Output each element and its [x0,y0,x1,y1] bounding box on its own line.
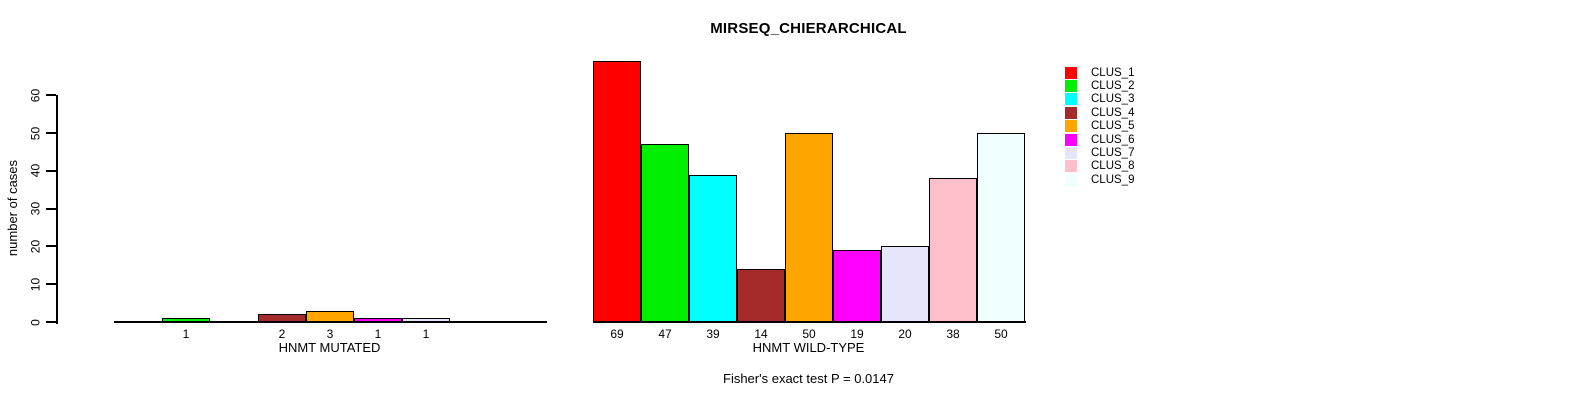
y-tick-label: 0 [28,318,43,326]
legend-label: CLUS_7 [1091,147,1135,160]
bar-value-label: 69 [610,327,624,341]
legend-color-swatch [1065,160,1077,173]
y-tick-label: 60 [28,88,43,102]
chart-title: MIRSEQ_CHIERARCHICAL [710,20,907,37]
fisher-test-note: Fisher's exact test P = 0.0147 [723,371,894,386]
bar-right-CLUS_8 [929,178,977,322]
bar-value-label: 20 [898,327,912,341]
legend-item-CLUS_3: CLUS_3 [1065,93,1134,106]
bar-value-label: 14 [754,327,768,341]
bar-left-CLUS_6 [354,318,402,322]
bar-value-label: 50 [994,327,1008,341]
y-tick-mark [46,321,56,323]
legend-color-swatch [1065,133,1077,146]
y-tick-mark [46,283,56,286]
left-panel-x-axis-title: HNMT MUTATED [278,340,381,355]
legend-color-swatch [1065,120,1077,133]
legend-item-CLUS_7: CLUS_7 [1065,146,1135,160]
legend-label: CLUS_8 [1091,160,1135,173]
y-tick-label: 40 [28,164,43,178]
y-tick-mark [46,94,56,97]
y-tick-label: 20 [28,239,43,254]
legend-item-CLUS_4: CLUS_4 [1065,106,1134,119]
bar-right-CLUS_7 [881,246,929,322]
bar-left-CLUS_2 [162,318,210,322]
legend-item-CLUS_5: CLUS_5 [1065,120,1134,133]
legend-color-swatch [1065,173,1077,186]
left-panel-baseline [114,321,547,323]
bar-left-CLUS_5 [306,311,354,322]
bar-right-CLUS_5 [785,133,833,322]
legend-label: CLUS_5 [1091,120,1135,133]
bar-value-label: 2 [278,327,286,341]
legend-label: CLUS_2 [1091,80,1135,93]
right-panel-x-axis-title: HNMT WILD-TYPE [752,340,865,355]
bar-left-CLUS_7 [402,318,450,322]
legend-color-swatch [1065,80,1077,93]
bar-left-CLUS_4 [258,314,306,322]
right-panel-baseline [593,321,1026,323]
bar-right-CLUS_9 [977,133,1025,322]
bar-right-CLUS_3 [689,175,737,322]
legend-color-swatch [1065,93,1077,106]
legend-item-CLUS_9: CLUS_9 [1065,173,1134,186]
legend-color-swatch [1065,106,1077,119]
bar-value-label: 47 [658,327,672,341]
y-tick-label: 30 [28,201,43,216]
legend-color-swatch [1065,66,1077,79]
bar-right-CLUS_6 [833,250,881,322]
bar-value-label: 3 [326,327,334,341]
bar-value-label: 19 [850,327,864,341]
legend-label: CLUS_9 [1091,173,1135,186]
bar-value-label: 39 [706,327,720,341]
legend-label: CLUS_3 [1091,93,1135,106]
y-tick-mark [46,169,56,172]
bar-right-CLUS_4 [737,269,785,322]
legend-color-swatch [1065,147,1077,160]
y-tick-mark [46,132,56,134]
y-tick-mark [46,245,56,248]
legend-item-CLUS_8: CLUS_8 [1065,160,1134,173]
bar-value-label: 1 [182,327,190,341]
legend-label: CLUS_1 [1091,66,1135,79]
legend-item-CLUS_1: CLUS_1 [1065,66,1134,79]
bar-value-label: 38 [946,327,960,341]
y-tick-mark [46,207,56,210]
bar-value-label: 1 [374,327,382,341]
y-tick-label: 10 [28,277,43,291]
bar-right-CLUS_2 [641,144,689,322]
y-tick-label: 50 [28,126,43,140]
legend-item-CLUS_2: CLUS_2 [1065,79,1135,93]
legend-item-CLUS_6: CLUS_6 [1065,133,1134,146]
bar-right-CLUS_1 [593,61,641,322]
legend-label: CLUS_4 [1091,106,1135,119]
bar-value-label: 1 [422,327,430,341]
bar-value-label: 50 [802,327,816,341]
y-axis-line [56,95,58,324]
legend: CLUS_1 CLUS_2 CLUS_3 CLUS_4 CLUS_5 CLUS_6 CLUS… [1065,66,1134,187]
y-axis-title: number of cases [5,159,20,257]
legend-label: CLUS_6 [1091,133,1135,146]
